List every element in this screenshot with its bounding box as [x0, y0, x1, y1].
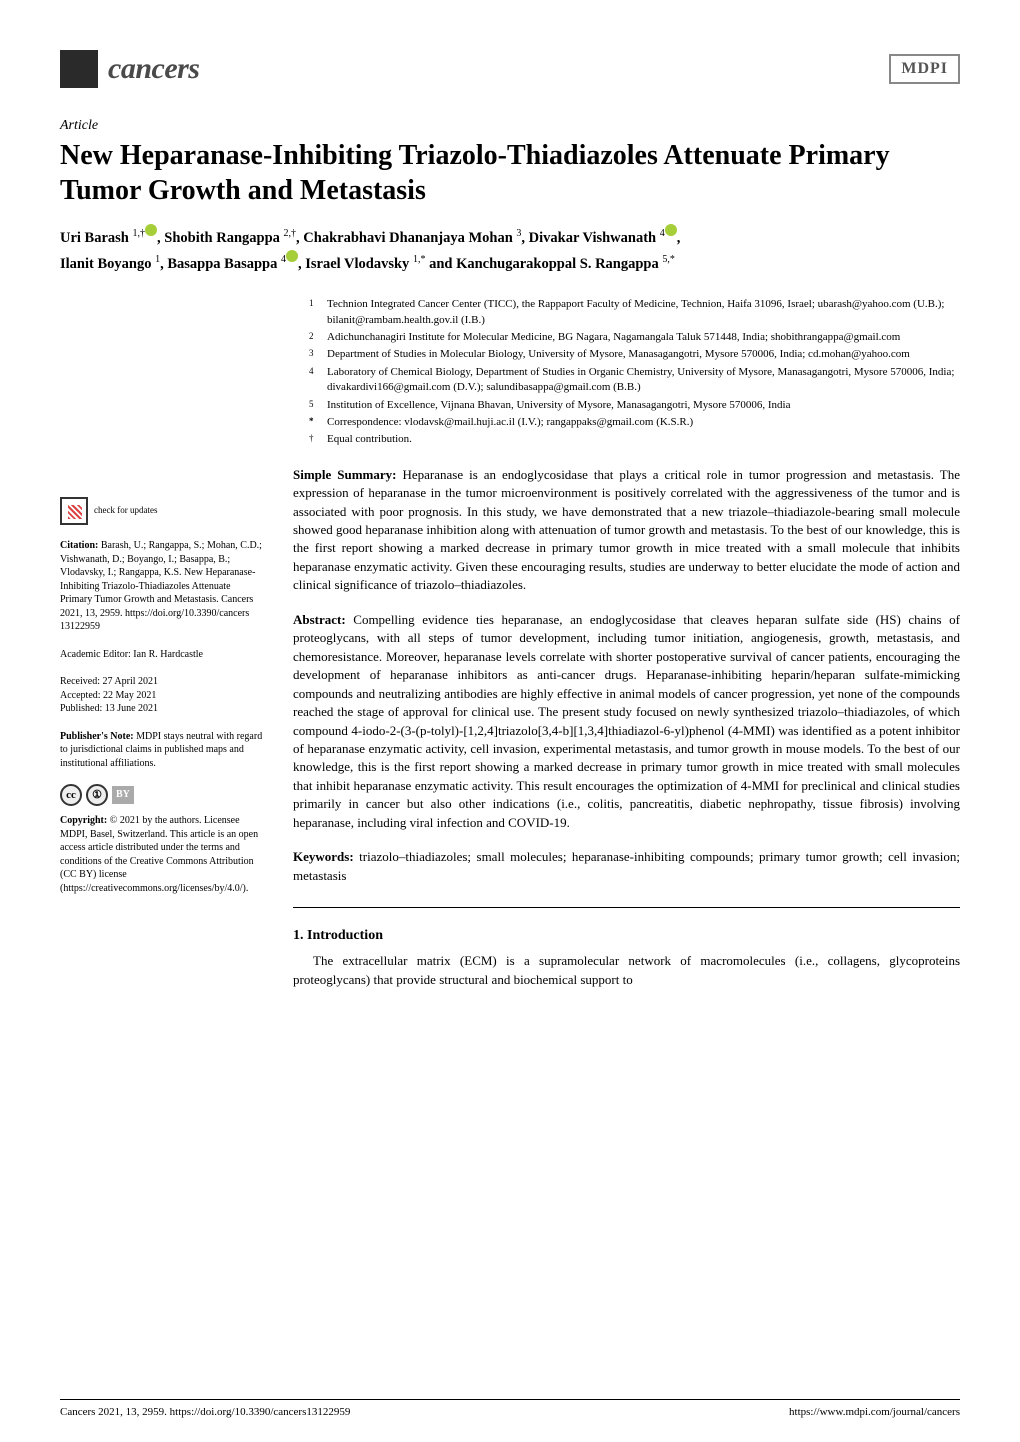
affiliations-list: 1 Technion Integrated Cancer Center (TICC…	[293, 297, 960, 448]
affiliation-row: * Correspondence: vlodavsk@mail.huji.ac.i…	[309, 415, 960, 430]
affiliation-row: 1 Technion Integrated Cancer Center (TICC…	[309, 297, 960, 328]
affil-num: †	[309, 432, 319, 447]
article-title: New Heparanase-Inhibiting Triazolo-Thiad…	[60, 138, 960, 208]
header-bar: cancers MDPI	[60, 50, 960, 88]
copyright-label: Copyright:	[60, 815, 107, 826]
article-type: Article	[60, 118, 960, 134]
dates-block: Received: 27 April 2021 Accepted: 22 May…	[60, 675, 265, 716]
publishers-note: Publisher's Note: MDPI stays neutral wit…	[60, 730, 265, 771]
affiliation-row: 4 Laboratory of Chemical Biology, Departm…	[309, 365, 960, 396]
author: , Divakar Vishwanath	[521, 230, 659, 246]
accepted-date: Accepted: 22 May 2021	[60, 689, 265, 703]
by-label: BY	[112, 786, 134, 804]
affil-num: *	[309, 415, 319, 430]
section-divider	[293, 907, 960, 908]
affil-sup: 5,*	[662, 254, 675, 265]
affil-text: Technion Integrated Cancer Center (TICC)…	[327, 297, 960, 328]
affil-num: 1	[309, 297, 319, 328]
author: ,	[677, 230, 681, 246]
affil-sup: 4	[660, 228, 665, 239]
citation-label: Citation:	[60, 540, 98, 551]
orcid-icon	[665, 224, 677, 236]
pubnote-label: Publisher's Note:	[60, 731, 134, 742]
orcid-icon	[145, 224, 157, 236]
affiliation-row: 2 Adichunchanagiri Institute for Molecula…	[309, 330, 960, 345]
affiliation-row: 5 Institution of Excellence, Vijnana Bhav…	[309, 398, 960, 413]
keywords-label: Keywords:	[293, 849, 354, 864]
intro-paragraph: The extracellular matrix (ECM) is a supr…	[293, 952, 960, 989]
simple-summary-text: Heparanase is an endoglycosidase that pl…	[293, 467, 960, 593]
copyright-text: © 2021 by the authors. Licensee MDPI, Ba…	[60, 815, 258, 894]
affil-text: Adichunchanagiri Institute for Molecular…	[327, 330, 900, 345]
author: , Shobith Rangappa	[157, 230, 284, 246]
author: Uri Barash	[60, 230, 133, 246]
cc-icon: cc	[60, 784, 82, 806]
keywords-text: triazolo–thiadiazoles; small molecules; …	[293, 849, 960, 882]
author: , Israel Vlodavsky	[298, 255, 413, 271]
affiliation-row: † Equal contribution.	[309, 432, 960, 447]
author: , Chakrabhavi Dhananjaya Mohan	[296, 230, 516, 246]
intro-heading: 1. Introduction	[293, 926, 960, 946]
check-updates-label: check for updates	[94, 505, 157, 515]
footer-left: Cancers 2021, 13, 2959. https://doi.org/…	[60, 1406, 350, 1418]
citation-block: Citation: Barash, U.; Rangappa, S.; Moha…	[60, 539, 265, 634]
affil-text: Equal contribution.	[327, 432, 412, 447]
affil-text: Correspondence: vlodavsk@mail.huji.ac.il…	[327, 415, 693, 430]
affil-text: Laboratory of Chemical Biology, Departme…	[327, 365, 960, 396]
editor-line: Academic Editor: Ian R. Hardcastle	[60, 648, 265, 662]
publisher-logo: MDPI	[889, 54, 960, 84]
journal-logo-icon	[60, 50, 98, 88]
keywords: Keywords: triazolo–thiadiazoles; small m…	[293, 848, 960, 885]
simple-summary: Simple Summary: Heparanase is an endogly…	[293, 466, 960, 595]
affil-sup: 1,*	[413, 254, 426, 265]
affil-num: 4	[309, 365, 319, 396]
check-updates-badge[interactable]: check for updates	[60, 497, 265, 525]
affil-num: 2	[309, 330, 319, 345]
orcid-icon	[286, 250, 298, 262]
affil-sup: 2,†	[284, 228, 297, 239]
affil-num: 3	[309, 347, 319, 362]
journal-brand: cancers	[60, 50, 199, 88]
copyright-block: Copyright: © 2021 by the authors. Licens…	[60, 814, 265, 895]
footer-right: https://www.mdpi.com/journal/cancers	[789, 1406, 960, 1418]
sidebar: check for updates Citation: Barash, U.; …	[60, 297, 265, 989]
affil-sup: 1,†	[133, 228, 146, 239]
abstract-label: Abstract:	[293, 612, 346, 627]
received-date: Received: 27 April 2021	[60, 675, 265, 689]
affil-text: Department of Studies in Molecular Biolo…	[327, 347, 910, 362]
simple-summary-label: Simple Summary:	[293, 467, 396, 482]
cc-badge: cc ① BY	[60, 784, 265, 806]
published-date: Published: 13 June 2021	[60, 702, 265, 716]
check-updates-text: check for updates	[94, 506, 157, 516]
check-updates-icon	[60, 497, 88, 525]
main-column: 1 Technion Integrated Cancer Center (TICC…	[293, 297, 960, 989]
author: Ilanit Boyango	[60, 255, 155, 271]
affil-text: Institution of Excellence, Vijnana Bhava…	[327, 398, 790, 413]
abstract: Abstract: Compelling evidence ties hepar…	[293, 611, 960, 832]
affiliation-row: 3 Department of Studies in Molecular Biol…	[309, 347, 960, 362]
abstract-text: Compelling evidence ties heparanase, an …	[293, 612, 960, 830]
author: and Kanchugarakoppal S. Rangappa	[425, 255, 662, 271]
page-footer: Cancers 2021, 13, 2959. https://doi.org/…	[60, 1399, 960, 1418]
citation-text: Barash, U.; Rangappa, S.; Mohan, C.D.; V…	[60, 540, 262, 632]
authors-line: Uri Barash 1,† , Shobith Rangappa 2,†, Ch…	[60, 224, 960, 275]
author: , Basappa Basappa	[160, 255, 281, 271]
affil-num: 5	[309, 398, 319, 413]
journal-name: cancers	[108, 52, 199, 86]
by-icon: ①	[86, 784, 108, 806]
